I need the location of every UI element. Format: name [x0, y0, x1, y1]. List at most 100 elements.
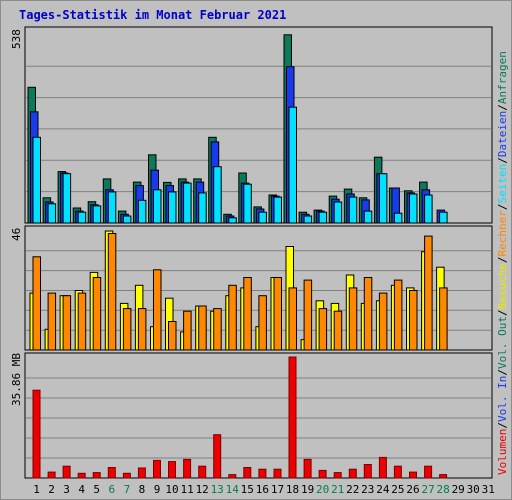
bar-hosts-day-12 — [198, 305, 207, 351]
x-tick-label-1: 1 — [33, 483, 40, 496]
bar-volume-day-17 — [273, 468, 282, 479]
x-tick-label-14: 14 — [226, 483, 240, 496]
bar-volume-day-3 — [62, 465, 71, 479]
bar-pages-day-9 — [153, 189, 162, 224]
y-max-label-requests: 538 — [10, 29, 23, 49]
bar-volume-day-6 — [107, 467, 116, 479]
y-max-label-volume: 35.86 MB — [10, 353, 23, 406]
bar-hosts-day-17 — [273, 277, 282, 351]
bar-pages-day-16 — [258, 211, 267, 224]
bar-hosts-day-15 — [243, 277, 252, 351]
bar-hosts-day-28 — [439, 287, 448, 351]
bar-hosts-day-16 — [258, 295, 267, 351]
bar-pages-day-18 — [288, 106, 297, 224]
x-tick-label-2: 2 — [48, 483, 55, 496]
bar-volume-day-19 — [303, 458, 312, 479]
bar-volume-day-5 — [92, 472, 101, 479]
bar-hosts-day-22 — [348, 287, 358, 351]
x-tick-label-11: 11 — [180, 483, 193, 496]
bar-hosts-day-7 — [122, 308, 132, 351]
bar-hosts-day-21 — [333, 310, 343, 351]
bar-volume-day-15 — [243, 467, 252, 479]
bar-volume-day-20 — [318, 469, 327, 479]
bar-volume-day-10 — [168, 461, 176, 479]
bar-hosts-day-26 — [409, 290, 418, 351]
bar-pages-day-20 — [318, 211, 328, 224]
bar-volume-day-9 — [153, 459, 161, 479]
bar-hosts-day-3 — [62, 295, 72, 351]
bar-volume-day-28 — [439, 474, 448, 479]
bar-pages-day-21 — [333, 201, 343, 224]
bar-pages-day-10 — [168, 191, 177, 224]
bar-volume-day-14 — [228, 474, 237, 479]
bar-hosts-day-6 — [107, 233, 117, 351]
x-tick-label-12: 12 — [196, 483, 209, 496]
bar-hosts-day-14 — [228, 284, 237, 351]
bar-pages-day-14 — [228, 217, 237, 224]
bar-volume-day-25 — [393, 465, 402, 479]
legend-volumen: Volumen — [496, 429, 509, 475]
bar-pages-day-4 — [77, 211, 87, 224]
x-tick-labels: 1 2 3 4 5 6 7 8 9 10 11 12 13 14 15 16 17 18 19 20 21 22 23 24 2… — [33, 483, 495, 496]
x-tick-label-17: 17 — [271, 483, 284, 496]
bar-pages-day-23 — [363, 210, 373, 224]
y-max-label-visits: 46 — [10, 228, 23, 241]
bar-pages-day-5 — [92, 205, 102, 224]
bar-volume-day-2 — [47, 471, 56, 479]
bar-pages-day-28 — [439, 211, 448, 224]
bars-group — [27, 34, 448, 479]
bar-hosts-day-13 — [213, 308, 222, 351]
bar-pages-day-26 — [409, 193, 418, 224]
y-max-labels: 538 46 35.86 MB — [10, 29, 23, 406]
x-tick-label-30: 30 — [467, 483, 480, 496]
bar-volume-day-18 — [288, 356, 297, 479]
bar-pages-day-6 — [107, 191, 117, 224]
chart-title: Tages-Statistik im Monat Februar 2021 — [19, 8, 287, 22]
grid-lines — [26, 65, 491, 459]
x-tick-label-28: 28 — [436, 483, 449, 496]
x-tick-label-4: 4 — [78, 483, 85, 496]
x-tick-label-26: 26 — [406, 483, 419, 496]
bar-volume-day-16 — [258, 468, 267, 479]
x-tick-label-19: 19 — [301, 483, 314, 496]
bar-volume-day-11 — [183, 458, 192, 479]
x-tick-label-31: 31 — [482, 483, 495, 496]
legend-rechner: Rechner — [496, 210, 509, 257]
legend-besuche: Besuche — [496, 263, 509, 309]
x-tick-label-20: 20 — [316, 483, 329, 496]
x-tick-label-6: 6 — [108, 483, 115, 496]
bar-pages-day-13 — [213, 166, 222, 224]
bar-volume-day-21 — [333, 472, 342, 479]
bar-hosts-day-9 — [153, 269, 162, 351]
bar-pages-day-27 — [424, 194, 433, 224]
x-tick-label-3: 3 — [63, 483, 70, 496]
bar-pages-day-15 — [243, 183, 252, 224]
bar-hosts-day-24 — [378, 292, 388, 351]
bar-hosts-day-4 — [77, 292, 87, 351]
vertical-legend: Volumen/Vol. In/Vol. Out/Besuche/Rechner… — [496, 51, 509, 475]
bar-volume-day-27 — [424, 465, 433, 479]
x-tick-label-7: 7 — [124, 483, 131, 496]
bar-pages-day-2 — [47, 203, 57, 224]
bar-pages-day-22 — [348, 196, 358, 224]
bar-volume-day-1 — [32, 389, 41, 479]
bar-hosts-day-18 — [288, 287, 297, 351]
bar-volume-day-8 — [137, 467, 146, 479]
bar-pages-day-7 — [122, 215, 132, 224]
x-tick-label-21: 21 — [331, 483, 344, 496]
x-tick-label-24: 24 — [376, 483, 390, 496]
bar-hosts-day-23 — [363, 277, 373, 351]
x-tick-label-16: 16 — [256, 483, 269, 496]
legend-vol-out: Vol. Out — [496, 316, 509, 369]
x-tick-label-9: 9 — [154, 483, 161, 496]
bar-volume-day-24 — [378, 456, 387, 479]
bar-hosts-day-20 — [318, 308, 328, 351]
bar-pages-day-25 — [393, 212, 403, 224]
bar-hosts-day-19 — [303, 279, 313, 351]
legend-dateien: Dateien — [496, 111, 509, 157]
bar-pages-day-11 — [183, 182, 192, 224]
bar-hosts-day-11 — [183, 310, 192, 351]
bar-hosts-day-5 — [92, 277, 102, 351]
